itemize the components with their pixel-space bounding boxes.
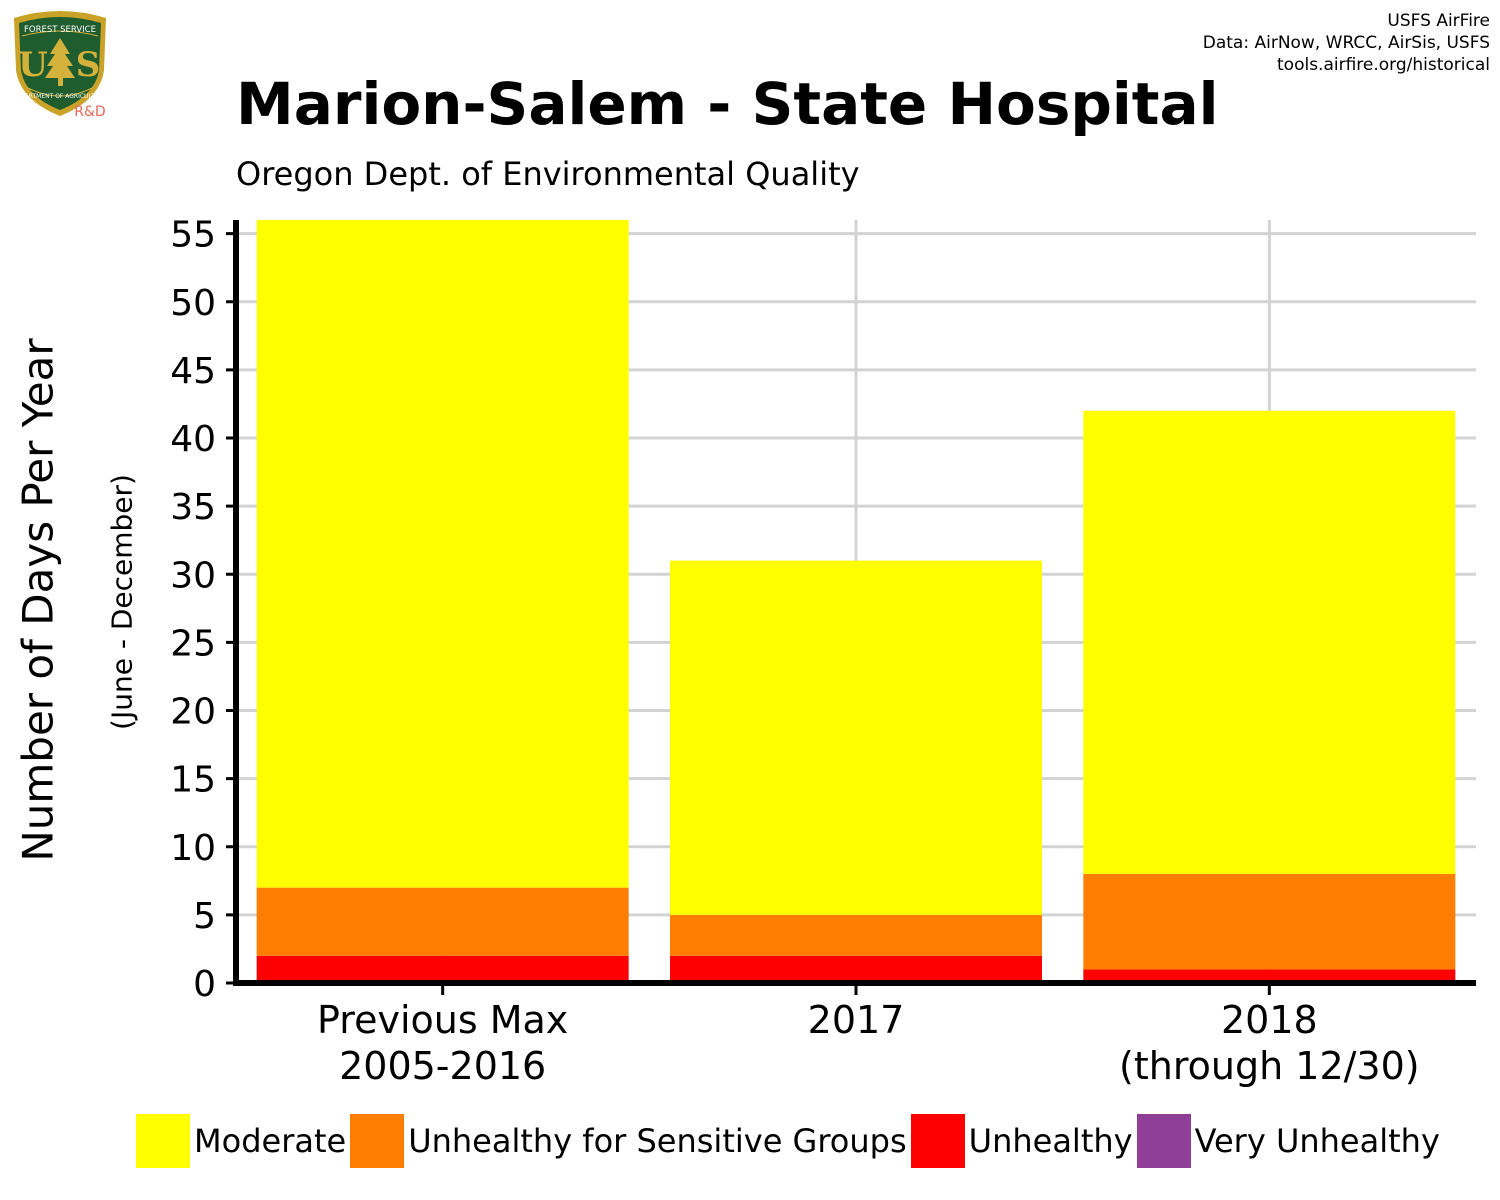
y-tick-label: 0 <box>193 964 216 1005</box>
bar-segment <box>256 220 629 888</box>
legend-item: Unhealthy for Sensitive Groups <box>350 1114 907 1168</box>
legend: Moderate Unhealthy for Sensitive Groups Un… <box>136 1113 1444 1169</box>
logo-rd-tag: R&D <box>74 104 105 120</box>
bar-segment <box>670 914 1042 956</box>
y-tick-label: 10 <box>170 828 216 869</box>
bar-segment <box>670 560 1042 915</box>
usfs-shield-icon: FOREST SERVICE U S DEPARTMENT OF AGRICUL… <box>13 11 107 120</box>
y-tick-label: 30 <box>170 555 216 596</box>
legend-item: Very Unhealthy <box>1136 1114 1440 1168</box>
pine-tree-icon <box>45 38 75 86</box>
x-tick-label: Previous Max 2005-2016 <box>317 998 568 1088</box>
logo-letter-u: U <box>18 45 48 85</box>
credit-line-1: USFS AirFire <box>1387 11 1490 31</box>
legend-swatch <box>350 1114 405 1168</box>
x-tick-label: 2017 <box>808 998 905 1042</box>
legend-label: Unhealthy <box>968 1122 1133 1160</box>
y-tick-label: 55 <box>170 215 216 256</box>
legend-item: Unhealthy <box>910 1114 1133 1168</box>
y-tick-label: 35 <box>170 487 216 528</box>
y-tick-label: 5 <box>193 896 216 937</box>
bar-segment <box>256 955 629 983</box>
legend-swatch <box>136 1114 190 1168</box>
logo-top-text: FOREST SERVICE <box>24 25 96 35</box>
credit-line-3: tools.airfire.org/historical <box>1277 55 1490 75</box>
usfs-logo: FOREST SERVICE U S DEPARTMENT OF AGRICUL… <box>8 8 112 120</box>
legend-label: Very Unhealthy <box>1194 1122 1440 1160</box>
y-tick-label: 50 <box>170 283 216 324</box>
y-tick-label: 45 <box>170 351 216 392</box>
x-tick-label: 2018 (through 12/30) <box>1119 998 1420 1088</box>
credits: USFS AirFire Data: AirNow, WRCC, AirSis,… <box>1203 10 1490 76</box>
bar-segment <box>1083 969 1456 983</box>
bar-segment <box>670 955 1042 983</box>
chart-subtitle: Oregon Dept. of Environmental Quality <box>236 155 860 193</box>
logo-bottom-text: DEPARTMENT OF AGRICULTURE <box>13 93 107 100</box>
legend-swatch <box>910 1114 965 1168</box>
legend-swatch <box>1136 1114 1191 1168</box>
legend-item: Moderate <box>136 1114 346 1168</box>
legend-label: Moderate <box>194 1122 347 1160</box>
y-tick-label: 15 <box>170 760 216 801</box>
y-tick-label: 20 <box>170 692 216 733</box>
legend-label: Unhealthy for Sensitive Groups <box>408 1122 907 1160</box>
bar-chart: 0 5 10 15 20 25 30 35 40 45 50 55 Previous Max 2005-2… <box>170 215 1476 1088</box>
bar-segment <box>1083 410 1456 874</box>
bar-segment <box>1083 874 1456 970</box>
credit-line-2: Data: AirNow, WRCC, AirSis, USFS <box>1202 33 1490 53</box>
bar-segment <box>256 887 629 956</box>
chart-title: Marion-Salem - State Hospital <box>236 70 1219 138</box>
y-tick-label: 25 <box>170 623 216 664</box>
logo-letter-s: S <box>76 45 101 85</box>
y-tick-label: 40 <box>170 419 216 460</box>
